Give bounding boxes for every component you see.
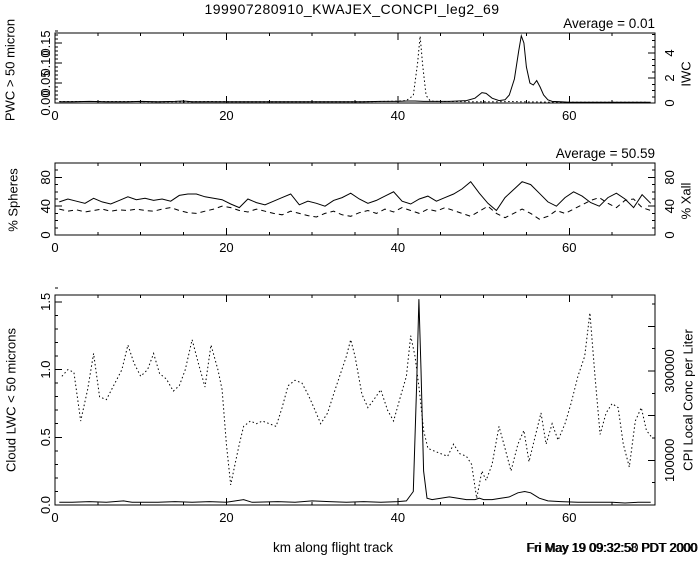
y-tick-label: 0.00	[38, 90, 53, 115]
axis-title-lwc: Cloud LWC < 50 microns	[3, 328, 19, 472]
x-tick-label: 0	[51, 240, 58, 255]
y-tick-label: 1.0	[38, 360, 53, 378]
x-axis-label: km along flight track	[272, 540, 394, 555]
axis-title-iwc: IWC	[678, 61, 694, 87]
x-tick-label: 20	[219, 510, 233, 525]
y-tick-label: 4	[662, 49, 677, 56]
x-tick-label: 60	[562, 240, 576, 255]
series--xall	[59, 197, 651, 220]
panel-pwc-iwc: 0 20 40 60 0.000.050.100.15 0 2 4	[38, 30, 677, 123]
panel-border	[54, 162, 656, 236]
y-tick-label: 1.5	[38, 293, 53, 311]
tick-labels: 0 20 40 60 0.0 0.5 1.0 1.5 100000 300000	[38, 293, 677, 525]
series--spheres	[59, 180, 652, 212]
x-tick-label: 40	[391, 510, 405, 525]
panel-border	[54, 32, 656, 104]
axis-title-pwc: PWC > 50 micron	[2, 18, 18, 122]
average-label-panel1: Average = 0.01	[563, 16, 655, 31]
y-tick-label: 0.15	[38, 30, 53, 55]
y-tick-label: 40	[38, 199, 53, 213]
y-tick-label: 0.10	[38, 50, 53, 75]
y-tick-label: 2	[662, 74, 677, 81]
x-tick-label: 20	[219, 108, 233, 123]
x-tick-label: 60	[562, 108, 576, 123]
x-tick-label: 40	[391, 240, 405, 255]
average-label-panel2: Average = 50.59	[555, 146, 655, 161]
series-pwc-50-micron	[59, 33, 651, 103]
y-tick-label: 0	[38, 231, 53, 238]
figure-title: 199907280910_KWAJEX_CONCPI_leg2_69	[204, 1, 500, 17]
axis-title-spheres: % Spheres	[5, 168, 21, 232]
y-tick-label: 0.05	[38, 70, 53, 95]
tick-marks	[54, 30, 656, 104]
series-cloud-lwc-50-microns	[59, 299, 651, 504]
axis-title-cpi-conc: CPI Local Conc per Liter	[680, 329, 696, 471]
series-iwc	[59, 36, 647, 103]
y-tick-label: 100000	[662, 439, 677, 482]
x-tick-label: 0	[51, 108, 58, 123]
series-cpi-local-conc-per-liter	[61, 312, 652, 499]
y-tick-label: 80	[662, 170, 677, 184]
y-tick-label: 300000	[662, 349, 677, 392]
y-tick-label: 40	[662, 199, 677, 213]
timestamp-overprint-1: Fri May 19 09:32:50 PDT 2000	[527, 541, 698, 555]
panel-spheres-xall: 0 20 40 60 0 40 80 0 40 80	[38, 162, 677, 255]
y-tick-label: 0	[662, 231, 677, 238]
y-tick-label: 0.5	[38, 428, 53, 446]
tick-labels: 0 20 40 60 0 40 80 0 40 80	[38, 170, 677, 255]
y-tick-label: 80	[38, 170, 53, 184]
x-tick-label: 40	[391, 108, 405, 123]
timestamp-overprint-2: Fri May 19 09:32:58 PDT 2000	[526, 541, 697, 555]
y-tick-label: 0.0	[38, 496, 53, 514]
tick-marks	[54, 287, 656, 506]
axis-title-xall: % Xall	[678, 182, 694, 220]
tick-labels: 0 20 40 60 0.000.050.100.15 0 2 4	[38, 30, 677, 123]
panel-border	[54, 294, 656, 506]
x-tick-label: 0	[51, 510, 58, 525]
tick-marks	[54, 162, 656, 236]
x-tick-label: 20	[219, 240, 233, 255]
y-tick-label: 0	[662, 99, 677, 106]
panel-lwc-cpi: 0 20 40 60 0.0 0.5 1.0 1.5 100000 300000	[38, 287, 677, 525]
x-tick-label: 60	[562, 510, 576, 525]
